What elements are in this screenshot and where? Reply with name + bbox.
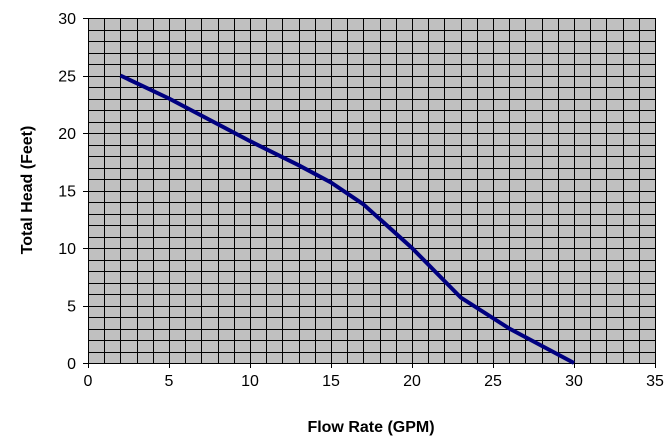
- x-tick-label: 35: [646, 373, 664, 390]
- y-tick-label: 15: [58, 184, 76, 201]
- x-tick-label: 0: [84, 373, 93, 390]
- x-tick-labels: 0 5 10 15 20 25 30 35: [84, 373, 664, 390]
- x-tick-label: 15: [322, 373, 340, 390]
- y-tick-label: 20: [58, 126, 76, 143]
- x-axis-title: Flow Rate (GPM): [307, 419, 434, 436]
- x-tick-label: 5: [165, 373, 174, 390]
- y-tick-label: 10: [58, 241, 76, 258]
- plot-border: [88, 18, 656, 364]
- series-layer: [119, 73, 575, 365]
- x-tick-label: 20: [403, 373, 421, 390]
- y-tick-label: 30: [58, 11, 76, 28]
- y-tick-label: 25: [58, 69, 76, 86]
- x-tick-label: 25: [484, 373, 502, 390]
- grid: [88, 18, 656, 364]
- x-tick-label: 30: [565, 373, 583, 390]
- x-tick-label: 10: [241, 373, 259, 390]
- axes: [83, 18, 656, 368]
- y-tick-label: 0: [67, 356, 76, 373]
- y-tick-label: 5: [67, 299, 76, 316]
- series-line-0: [119, 73, 575, 365]
- plot-area: [88, 18, 655, 363]
- y-axis-title: Total Head (Feet): [19, 126, 36, 255]
- y-tick-labels: 0 5 10 15 20 25 30: [58, 11, 76, 373]
